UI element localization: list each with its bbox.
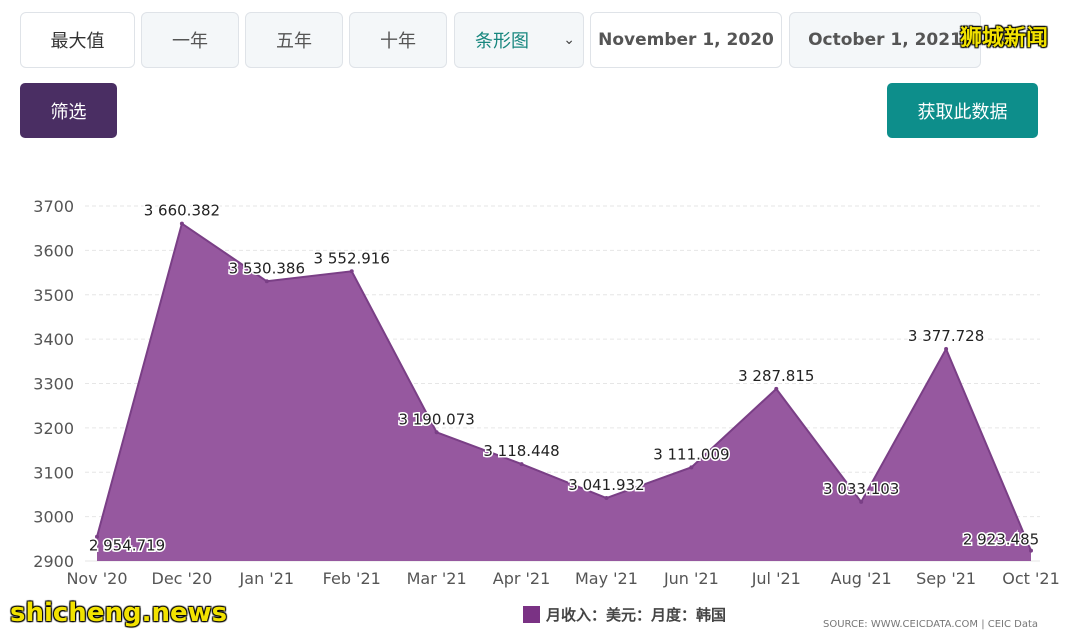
y-tick-label: 3200: [33, 419, 74, 438]
x-tick-label: Nov '20: [66, 569, 127, 588]
x-tick-label: Sep '21: [916, 569, 976, 588]
legend-label: 月收入：美元：月度：韩国: [545, 606, 726, 624]
data-label: 3 552.916: [314, 249, 390, 267]
data-label: 3 377.728: [908, 327, 984, 345]
data-label: 3 190.073: [398, 410, 474, 428]
source-credit: SOURCE: WWW.CEICDATA.COM | CEIC Data: [823, 619, 1039, 630]
y-tick-label: 3700: [33, 197, 74, 216]
data-point[interactable]: [859, 499, 864, 504]
x-tick-label: Mar '21: [407, 569, 467, 588]
filter-button[interactable]: 筛选: [20, 83, 117, 138]
data-point[interactable]: [264, 279, 269, 284]
legend[interactable]: 月收入：美元：月度：韩国: [523, 606, 726, 624]
data-label: 3 660.382: [144, 202, 220, 220]
range-button-max[interactable]: 最大值: [20, 12, 135, 68]
watermark-bottom: shicheng.news: [10, 598, 228, 628]
range-button-1y[interactable]: 一年: [141, 12, 239, 68]
data-label: 2 923.485: [963, 531, 1039, 549]
series-line: [96, 221, 1032, 551]
data-point[interactable]: [944, 347, 949, 352]
data-point[interactable]: [179, 221, 184, 226]
x-tick-label: Apr '21: [493, 569, 551, 588]
data-point[interactable]: [349, 269, 354, 274]
x-tick-label: Jul '21: [751, 569, 801, 588]
data-labels: 2 954.719 3 660.382 3 530.386 3 552.916 3 19…: [87, 200, 1040, 556]
chart-type-select[interactable]: 条形图 ⌄: [454, 12, 584, 68]
data-point[interactable]: [604, 496, 609, 501]
get-data-button[interactable]: 获取此数据: [887, 83, 1038, 138]
data-label: 3 033.103: [823, 480, 899, 498]
area-layer: [95, 221, 1033, 561]
data-point[interactable]: [519, 462, 524, 467]
x-tick-label: Feb '21: [323, 569, 381, 588]
data-label: 3 041.932: [568, 476, 644, 494]
chart-type-select-value: 条形图: [475, 31, 529, 52]
x-axis-ticks: Nov '20 Dec '20 Jan '21 Feb '21 Mar '21 Apr '…: [66, 569, 1059, 588]
x-tick-label: May '21: [575, 569, 638, 588]
data-point[interactable]: [689, 465, 694, 470]
data-label: 3 287.815: [738, 367, 814, 385]
series-area: [97, 223, 1031, 561]
x-tick-label: Jan '21: [239, 569, 295, 588]
data-point[interactable]: [95, 534, 99, 539]
y-tick-label: 3100: [33, 463, 74, 482]
y-tick-label: 3300: [33, 375, 74, 394]
data-point[interactable]: [434, 430, 439, 435]
y-axis-ticks: 2900 3000 3100 3200 3300 3400 3500 3600 3700: [33, 197, 74, 571]
legend-swatch: [523, 606, 540, 623]
range-button-5y[interactable]: 五年: [245, 12, 343, 68]
x-tick-label: Aug '21: [831, 569, 892, 588]
range-button-10y[interactable]: 十年: [349, 12, 447, 68]
data-label: 3 118.448: [483, 442, 559, 460]
y-tick-label: 3500: [33, 286, 74, 305]
x-tick-label: Dec '20: [152, 569, 213, 588]
data-label: 3 530.386: [229, 259, 305, 277]
data-point[interactable]: [1029, 548, 1033, 553]
data-point[interactable]: [774, 386, 779, 391]
end-date-field[interactable]: October 1, 2021: [789, 12, 981, 68]
y-tick-label: 3400: [33, 330, 74, 349]
y-tick-label: 3000: [33, 508, 74, 527]
data-label: 2 954.719: [89, 537, 165, 555]
start-date-field[interactable]: November 1, 2020: [590, 12, 782, 68]
data-label: 3 111.009: [653, 445, 729, 463]
x-tick-label: Oct '21: [1002, 569, 1060, 588]
watermark-top: 狮城新闻: [960, 26, 1049, 51]
x-tick-label: Jun '21: [663, 569, 719, 588]
chevron-down-icon: ⌄: [563, 32, 575, 48]
y-tick-label: 3600: [33, 241, 74, 260]
y-tick-label: 2900: [33, 552, 74, 571]
